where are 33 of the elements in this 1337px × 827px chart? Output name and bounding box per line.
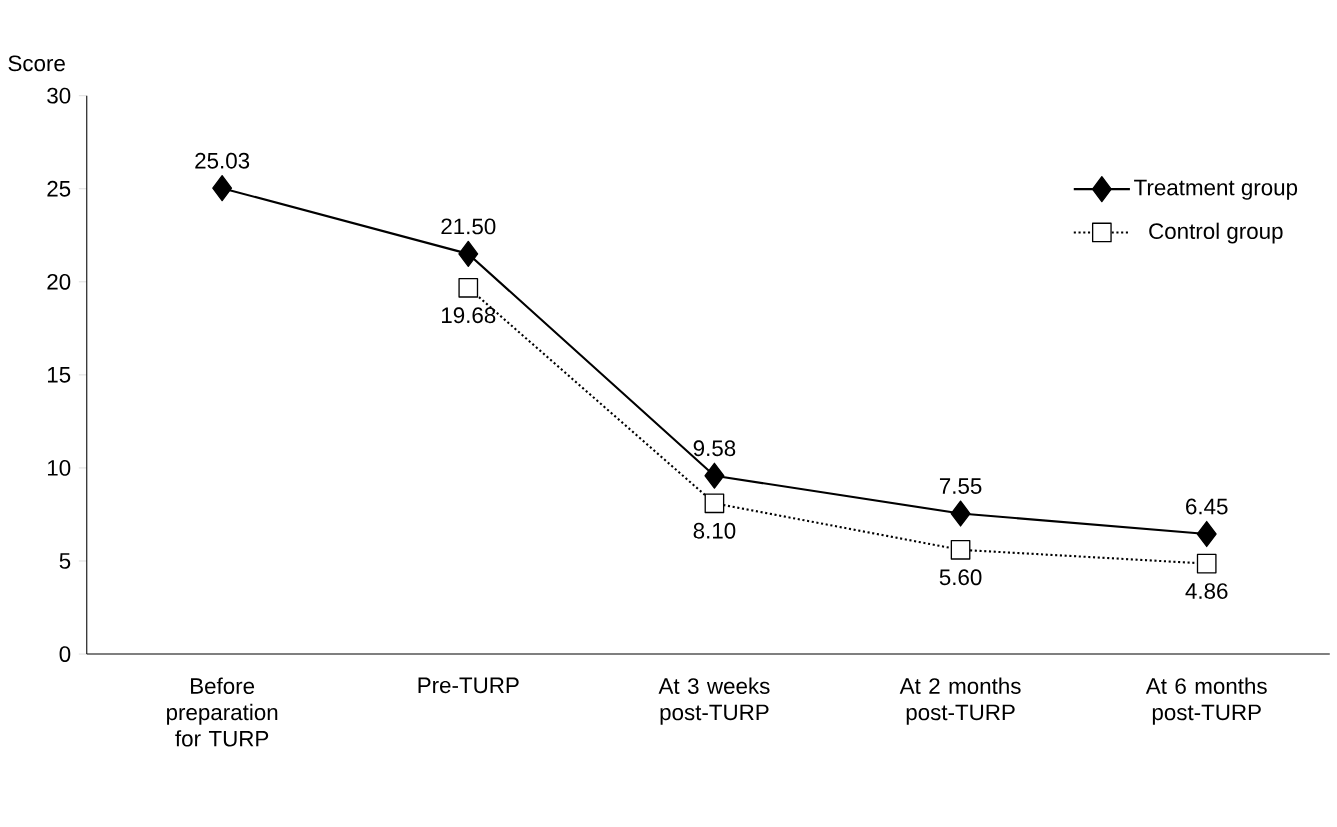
point xyxy=(704,462,725,489)
x-tick-label: Before preparation for TURP xyxy=(167,677,278,747)
legend-label: Control group xyxy=(1149,222,1283,244)
point xyxy=(458,278,479,298)
data-label: 25.03 xyxy=(195,152,250,169)
point xyxy=(1196,521,1217,548)
y-tick-label: 0 xyxy=(59,646,71,663)
data-label: 7.55 xyxy=(939,478,982,495)
point xyxy=(950,500,971,527)
data-label: 19.68 xyxy=(442,307,496,324)
point xyxy=(458,240,479,268)
y-tick-label: 20 xyxy=(47,274,71,290)
y-tick-label: 30 xyxy=(47,87,71,104)
data-label: 8.10 xyxy=(693,523,736,539)
y-tick-label: 5 xyxy=(59,553,71,569)
x-tick-label: At 3 weeks post-TURP xyxy=(658,677,770,725)
y-tick-label: 15 xyxy=(47,367,71,383)
legend-label: Treatment group xyxy=(1134,179,1298,200)
x-tick-label: At 2 months post-TURP xyxy=(899,677,1021,725)
x-tick-label: Pre-TURP xyxy=(418,677,519,694)
y-tick-label: 25 xyxy=(47,180,71,197)
data-label: 21.50 xyxy=(441,218,496,235)
point xyxy=(1196,553,1217,574)
data-label: 6.45 xyxy=(1186,498,1228,515)
point xyxy=(212,175,233,202)
data-label: 4.86 xyxy=(1185,583,1228,600)
y-tick-label: 10 xyxy=(47,460,71,477)
data-label: 5.60 xyxy=(939,569,982,586)
point xyxy=(704,493,725,514)
point xyxy=(950,540,971,560)
x-tick-label: At 6 months post-TURP xyxy=(1145,677,1267,725)
data-label: 9.58 xyxy=(693,440,736,457)
y-axis-title: Score xyxy=(8,55,65,72)
